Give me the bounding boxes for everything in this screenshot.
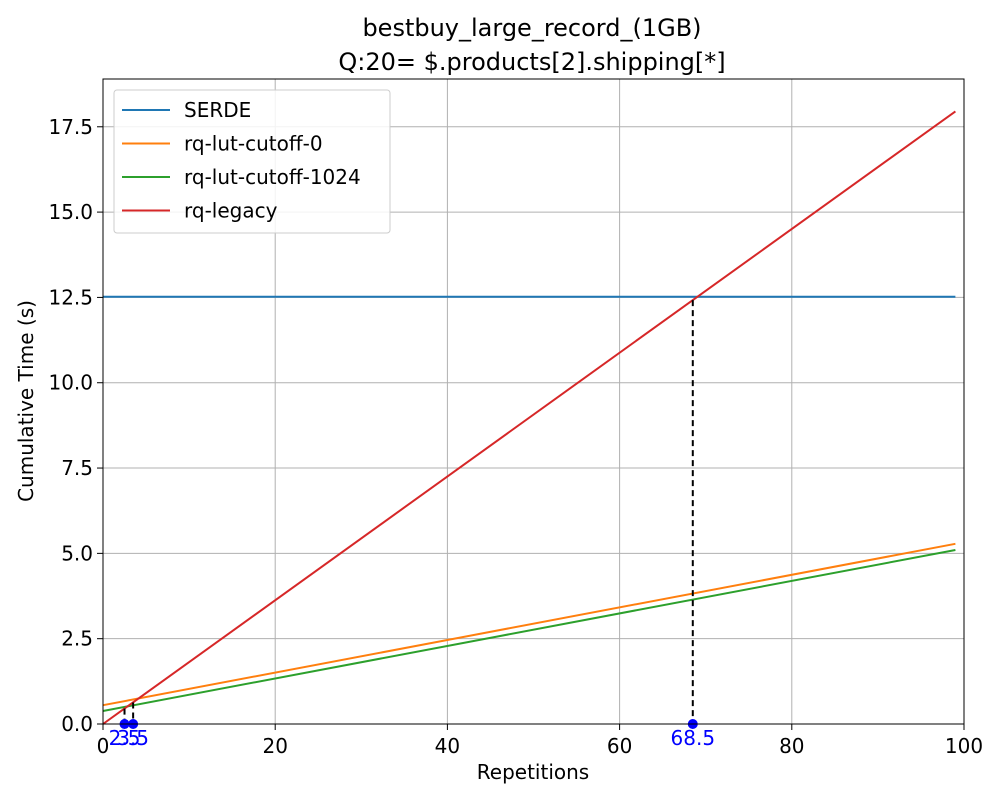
y-tick-label: 15.0 bbox=[48, 200, 93, 224]
legend-label-rq-legacy: rq-legacy bbox=[184, 199, 278, 223]
y-tick-label: 10.0 bbox=[48, 371, 93, 395]
series-line-rq-legacy bbox=[102, 110, 956, 725]
x-ticks: 0 20 40 60 80 100 bbox=[97, 724, 983, 758]
y-tick-label: 17.5 bbox=[48, 115, 93, 139]
legend-label-rq-lut-cutoff-1024: rq-lut-cutoff-1024 bbox=[184, 165, 361, 189]
y-axis-label: Cumulative Time (s) bbox=[14, 300, 38, 502]
chart-title-line1: bestbuy_large_record_(1GB) bbox=[362, 14, 701, 42]
crossover-annotations: 2.53.5 68.5 bbox=[109, 300, 715, 750]
x-tick-label: 80 bbox=[779, 734, 804, 758]
plot-frame bbox=[102, 78, 965, 725]
legend: SERDE rq-lut-cutoff-0 rq-lut-cutoff-1024 rq… bbox=[113, 89, 391, 234]
crossover-label: 2.5 bbox=[109, 726, 141, 750]
crossover-label: 3.5 bbox=[117, 726, 149, 750]
y-tick-label: 5.0 bbox=[61, 541, 93, 565]
series-line-rq-lut-cutoff-1024 bbox=[102, 549, 956, 712]
x-tick-label: 40 bbox=[435, 734, 460, 758]
y-tick-label: 7.5 bbox=[61, 456, 93, 480]
x-tick-label: 60 bbox=[607, 734, 632, 758]
y-ticks: 0.0 2.5 5.0 7.5 10.0 12.5 15.0 17.5 bbox=[48, 115, 103, 736]
crossover-label: 68.5 bbox=[671, 726, 716, 750]
y-tick-label: 12.5 bbox=[48, 285, 93, 309]
legend-box bbox=[113, 89, 391, 234]
legend-label-serde: SERDE bbox=[184, 98, 251, 122]
y-tick-label: 0.0 bbox=[61, 712, 93, 736]
x-tick-label: 0 bbox=[97, 734, 110, 758]
series-line-rq-lut-cutoff-0 bbox=[102, 542, 956, 707]
y-tick-label: 2.5 bbox=[61, 627, 93, 651]
x-axis-label: Repetitions bbox=[477, 760, 589, 784]
x-tick-label: 100 bbox=[945, 734, 983, 758]
x-tick-label: 20 bbox=[262, 734, 287, 758]
series-lines bbox=[102, 110, 956, 725]
chart-title-line2: Q:20= $.products[2].shipping[*] bbox=[338, 48, 725, 76]
legend-label-rq-lut-cutoff-0: rq-lut-cutoff-0 bbox=[184, 132, 323, 156]
